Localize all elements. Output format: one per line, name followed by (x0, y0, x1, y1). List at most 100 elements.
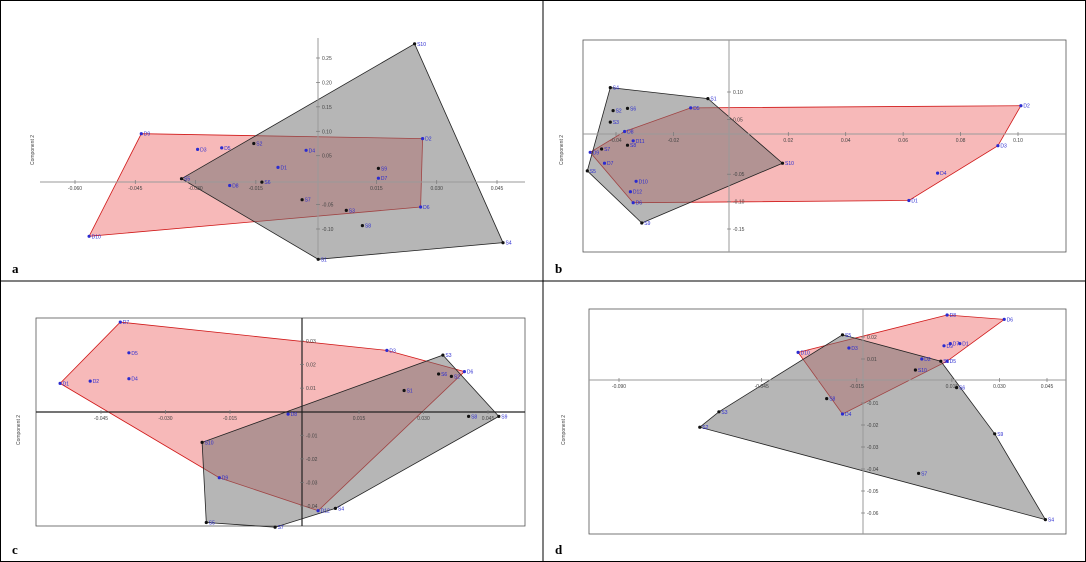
point-label: S3 (349, 208, 355, 214)
data-point (273, 525, 277, 529)
data-point (87, 234, 91, 238)
data-point (942, 344, 946, 348)
y-tick-label: -0.05 (322, 203, 334, 209)
point-label: D5 (224, 146, 231, 152)
point-label: S9 (381, 166, 387, 172)
data-point (501, 241, 505, 245)
point-label: S2 (454, 374, 460, 380)
data-point (640, 221, 644, 225)
y-tick-label: -0.02 (867, 423, 879, 429)
data-point (421, 137, 425, 141)
point-label: D2 (1023, 104, 1030, 110)
point-label: D4 (940, 171, 947, 177)
point-label: D12 (633, 190, 642, 196)
point-label: D2 (924, 357, 931, 363)
y-axis-title: Component 2 (30, 135, 36, 165)
point-label: D1 (63, 381, 70, 387)
y-axis-title: Component 2 (561, 415, 567, 445)
point-label: D9 (593, 150, 600, 156)
point-label: S7 (921, 471, 927, 477)
x-tick-label: -0.045 (128, 186, 142, 192)
x-tick-label: -0.02 (668, 138, 680, 144)
y-tick-label: -0.06 (867, 511, 879, 517)
data-point (913, 368, 918, 372)
data-point (955, 386, 959, 390)
data-point (920, 357, 924, 361)
y-tick-label: -0.04 (867, 467, 879, 473)
point-label: D7 (953, 342, 960, 348)
data-point (58, 381, 62, 385)
y-tick-label: 0.10 (733, 90, 743, 96)
y-tick-label: 0.05 (733, 117, 743, 123)
x-tick-label: 0.030 (417, 416, 430, 422)
x-tick-label: -0.090 (612, 384, 626, 390)
y-tick-label: -0.02 (306, 457, 318, 463)
point-label: D6 (1007, 317, 1014, 323)
data-point (623, 129, 627, 134)
data-point (316, 509, 320, 513)
data-point (602, 161, 607, 165)
chart-panel-c: -0.045 -0.030 -0.015 0.015 0.030 0.045 0.03 0.0… (12, 317, 526, 557)
y-tick-label: -0.05 (867, 489, 879, 495)
point-label: S5 (184, 177, 190, 183)
x-tick-label: 0.015 (370, 186, 383, 192)
panel-label: c (12, 542, 18, 557)
data-point (958, 342, 962, 346)
plot-frame (582, 39, 1067, 253)
point-label: D7 (123, 320, 130, 326)
point-label: S9 (501, 414, 507, 420)
x-tick-label: 0.045 (1041, 384, 1054, 390)
chart-panel-b: -0.04 -0.02 0.02 0.04 0.06 0.08 0.10 0.10 0.05 -0… (555, 39, 1067, 276)
x-tick-label: 0.030 (993, 384, 1006, 390)
point-label: S10 (918, 368, 927, 374)
data-point (936, 171, 940, 175)
y-tick-label: 0.02 (867, 335, 877, 341)
data-point (780, 161, 785, 165)
x-tick-label: 0.04 (841, 138, 851, 144)
data-point (286, 412, 290, 416)
data-point (608, 86, 612, 90)
point-label: S6 (441, 372, 447, 378)
data-point (316, 257, 320, 261)
panel-label: a (12, 261, 19, 276)
point-label: S5 (590, 169, 596, 175)
point-label: S6 (264, 180, 270, 186)
y-tick-label: 0.10 (322, 129, 332, 135)
data-point (689, 106, 693, 110)
chart-panel-a: -0.060 -0.045 -0.030 -0.015 0.015 0.030 0.045 0… (12, 38, 525, 276)
point-label: S8 (365, 224, 371, 230)
point-label: D9 (947, 344, 954, 350)
point-label: D3 (389, 348, 396, 354)
point-label: D6 (467, 370, 474, 376)
point-label: D5 (693, 106, 700, 112)
point-label: D2 (425, 137, 432, 143)
data-point (139, 132, 143, 136)
y-tick-label: -0.04 (306, 504, 318, 510)
x-tick-label: 0.10 (1013, 138, 1023, 144)
point-label: D8 (627, 130, 634, 136)
point-label: S2 (256, 142, 262, 148)
data-point (179, 177, 184, 181)
x-tick-label: 0.06 (898, 138, 908, 144)
y-tick-label: -0.03 (867, 445, 879, 451)
data-point (118, 320, 122, 324)
point-label: D5 (950, 359, 957, 365)
x-tick-label: -0.045 (755, 384, 769, 390)
data-point (344, 208, 348, 212)
point-label: D5 (131, 351, 138, 357)
data-point (706, 97, 710, 101)
point-label: D8 (232, 184, 239, 190)
point-label: D1 (911, 199, 918, 205)
data-point (611, 109, 615, 113)
point-label: S8 (829, 397, 835, 403)
data-point (1019, 104, 1023, 108)
point-label: S7 (604, 147, 610, 153)
data-point (698, 425, 702, 429)
point-label: S3 (721, 410, 727, 416)
point-label: S2 (616, 109, 622, 115)
data-point (1043, 518, 1047, 522)
point-label: S1 (321, 257, 327, 263)
point-label: S2 (702, 425, 708, 431)
data-point (413, 42, 417, 46)
point-label: D1 (281, 165, 288, 171)
